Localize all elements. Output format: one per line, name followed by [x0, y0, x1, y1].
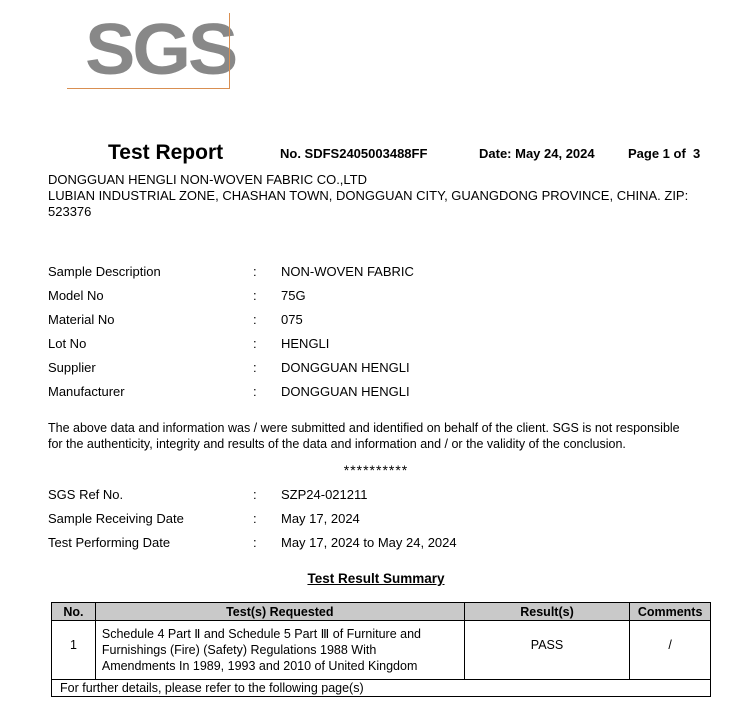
- svg-text:SGS: SGS: [85, 12, 236, 90]
